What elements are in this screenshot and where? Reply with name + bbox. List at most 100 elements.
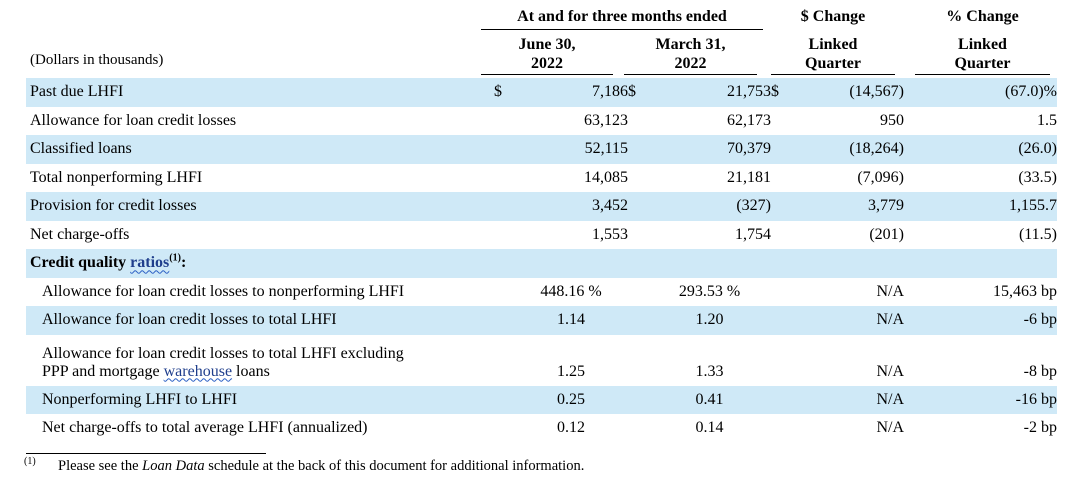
table-row: Allowance for loan credit losses to nonp… — [26, 278, 1057, 307]
header-col-pct-rule — [915, 74, 1050, 75]
row-label-line2-prefix: PPP and mortgage — [42, 362, 164, 380]
section-label-suffix: : — [180, 254, 187, 272]
dollar-sign: $ — [771, 78, 791, 107]
header-col-june-rule — [481, 74, 613, 75]
value-pct-change: 15,463 bp — [993, 282, 1057, 300]
table-row: Allowance for loan credit losses 63,123 … — [26, 107, 1057, 136]
header-col-dollar-rule — [771, 74, 895, 75]
header-col-march-rule — [624, 74, 757, 75]
value-march: 0.14 — [695, 419, 724, 437]
header-col-pct-linked-line1: Linked — [958, 36, 1007, 53]
header-col-march: March 31, 2022 — [624, 35, 757, 73]
value-june: 1,553 — [592, 225, 628, 243]
row-label: Classified loans — [26, 135, 494, 164]
value-dollar-change: N/A — [791, 306, 904, 335]
table-row: Net charge-offs 1,553 1,754 (201) (11.5) — [26, 221, 1057, 250]
footnote-suffix: schedule at the back of this document fo… — [204, 458, 585, 474]
row-label: Past due LHFI — [26, 78, 494, 107]
row-label: Net charge-offs to total average LHFI (a… — [42, 419, 368, 437]
header-pct-change: % Change — [946, 8, 1019, 25]
header-dollar-change: $ Change — [800, 8, 866, 25]
value-dollar-change: (14,567) — [791, 78, 904, 107]
value-march: 1,754 — [735, 225, 771, 243]
warehouse-link[interactable]: warehouse — [163, 362, 233, 380]
value-june: 14,085 — [584, 168, 628, 186]
value-dollar-change: N/A — [876, 419, 904, 437]
footnote-text: Please see the Loan Data schedule at the… — [58, 458, 584, 475]
footnote-mark: (1) — [24, 456, 36, 467]
footnote-rule — [26, 453, 266, 454]
value-pct-change: -2 bp — [1023, 419, 1057, 437]
value-pct-change: (67.0)% — [904, 78, 1057, 107]
value-june: 0.25 — [514, 385, 628, 414]
value-pct-change: 1,155.7 — [904, 192, 1057, 221]
value-june: 1.25 — [557, 362, 585, 380]
footnote-italic: Loan Data — [142, 458, 205, 474]
credit-quality-table: Past due LHFI $ 7,186 $ 21,753 $ (14,567… — [26, 78, 1057, 443]
header-col-dollar-linked-line2: Quarter — [805, 55, 861, 72]
value-dollar-change: (7,096) — [857, 168, 904, 186]
header-col-pct-linked-line2: Quarter — [954, 55, 1011, 72]
value-dollar-change: N/A — [876, 362, 904, 380]
header-col-march-line1: March 31, — [655, 36, 726, 53]
row-label: Net charge-offs — [30, 225, 130, 243]
value-march: 21,753 — [648, 78, 771, 107]
dollar-sign: $ — [494, 78, 514, 107]
value-dollar-change: (18,264) — [791, 135, 904, 164]
value-dollar-change: 3,779 — [791, 192, 904, 221]
header-col-june-line1: June 30, — [518, 36, 576, 53]
value-pct-change: -6 bp — [904, 306, 1057, 335]
section-label-prefix: Credit quality — [30, 254, 127, 272]
section-header-row: Credit quality ratios(1): — [26, 249, 1057, 278]
header-col-dollar-linked-line1: Linked — [808, 36, 858, 53]
value-dollar-change: N/A — [876, 282, 904, 300]
row-label: Nonperforming LHFI to LHFI — [26, 385, 494, 414]
header-col-dollar-linked: Linked Quarter — [771, 35, 895, 73]
value-march: (327) — [648, 192, 771, 221]
value-march: 70,379 — [648, 135, 771, 164]
table-row: Nonperforming LHFI to LHFI 0.25 0.41 N/A… — [26, 385, 1057, 414]
table-row: Total nonperforming LHFI 14,085 21,181 (… — [26, 164, 1057, 193]
header-col-pct-linked: Linked Quarter — [915, 35, 1050, 73]
row-label-line2: PPP and mortgage warehouse loans — [42, 363, 494, 381]
row-label: Allowance for loan credit losses to tota… — [26, 306, 494, 335]
value-june: 7,186 — [514, 78, 628, 107]
value-march: 293.53 % — [678, 282, 741, 300]
row-label: Provision for credit losses — [26, 192, 494, 221]
value-june: 52,115 — [514, 135, 628, 164]
dollar-sign: $ — [628, 78, 648, 107]
value-pct-change: 1.5 — [1037, 111, 1057, 129]
value-march: 62,173 — [727, 111, 771, 129]
footnote-marker: (1) — [169, 252, 181, 264]
row-label-line2-suffix: loans — [232, 362, 270, 380]
table-row: Net charge-offs to total average LHFI (a… — [26, 414, 1057, 443]
table-row: Provision for credit losses 3,452 (327) … — [26, 192, 1057, 221]
row-label-line1: Allowance for loan credit losses to tota… — [42, 344, 404, 362]
ratios-link[interactable]: ratios — [130, 254, 170, 272]
footnote-prefix: Please see the — [58, 458, 143, 474]
header-group-title: At and for three months ended — [517, 8, 727, 25]
row-label: Total nonperforming LHFI — [30, 168, 203, 186]
header-col-june: June 30, 2022 — [481, 35, 613, 73]
value-pct-change: -16 bp — [904, 385, 1057, 414]
value-june: 448.16 % — [540, 282, 602, 300]
value-pct-change: (33.5) — [1018, 168, 1057, 186]
value-june: 1.14 — [514, 306, 628, 335]
value-june: 0.12 — [557, 419, 585, 437]
row-label: Allowance for loan credit losses — [30, 111, 237, 129]
value-dollar-change: (201) — [869, 225, 904, 243]
header-col-june-line2: 2022 — [531, 55, 563, 72]
value-pct-change: (11.5) — [1018, 225, 1057, 243]
value-march: 21,181 — [727, 168, 771, 186]
value-pct-change: -8 bp — [1023, 362, 1057, 380]
units-label: (Dollars in thousands) — [30, 52, 164, 68]
value-dollar-change: 950 — [880, 111, 904, 129]
row-label: Allowance for loan credit losses to nonp… — [42, 282, 405, 300]
table-row: Allowance for loan credit losses to tota… — [26, 335, 1057, 386]
table-row: Allowance for loan credit losses to tota… — [26, 306, 1057, 335]
value-march: 0.41 — [648, 385, 771, 414]
section-label: Credit quality ratios(1): — [26, 249, 494, 278]
header-group-rule — [481, 29, 763, 30]
header-col-march-line2: 2022 — [674, 55, 707, 72]
value-june: 3,452 — [514, 192, 628, 221]
